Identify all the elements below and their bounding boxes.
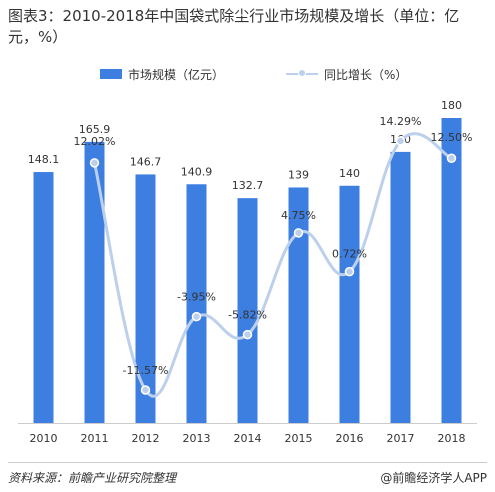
growth-value-label: -5.82% <box>228 309 267 322</box>
x-tick-label: 2017 <box>387 432 415 445</box>
x-tick-label: 2016 <box>336 432 364 445</box>
growth-point-2018 <box>446 153 457 163</box>
bar-2013 <box>186 184 207 423</box>
source-note: 资料来源：前瞻产业研究院整理 <box>8 471 177 485</box>
bar-value-label: 140 <box>339 167 360 180</box>
footer: 资料来源：前瞻产业研究院整理 @前瞻经济学人APP <box>0 462 495 492</box>
combo-chart: 2010 2011 2012 2013 2014 2015 2016 2017 2018 148.… <box>18 99 477 445</box>
growth-point-2014 <box>242 329 253 340</box>
growth-point-2013 <box>191 311 202 322</box>
growth-value-label: 12.50% <box>431 131 473 144</box>
legend-bar-swatch <box>100 69 122 79</box>
x-tick-label: 2015 <box>285 432 313 445</box>
bar-2010 <box>33 172 54 423</box>
growth-value-label: 14.29% <box>380 115 422 128</box>
legend-line-marker <box>298 69 306 77</box>
bar-value-label: 180 <box>441 99 462 112</box>
growth-value-label: 0.72% <box>332 248 367 261</box>
bar-value-label: 165.9 <box>79 123 111 136</box>
chart-title: 图表3：2010-2018年中国袋式除尘行业市场规模及增长（单位：亿元，%） <box>8 7 460 46</box>
bar-2017 <box>390 151 411 423</box>
legend: 市场规模（亿元） 同比增长（%） <box>0 66 495 82</box>
legend-bar-label: 市场规模（亿元） <box>128 68 225 82</box>
bar-2012 <box>135 174 156 423</box>
x-tick-label: 2018 <box>438 432 466 445</box>
legend-line-label: 同比增长（%） <box>324 68 408 82</box>
growth-value-label: 12.02% <box>74 135 116 148</box>
growth-value-label: -3.95% <box>177 291 216 304</box>
x-tick-label: 2012 <box>132 432 160 445</box>
bar-2018 <box>441 118 462 423</box>
x-tick-label: 2011 <box>81 432 109 445</box>
growth-point-2017 <box>395 136 406 146</box>
bar-value-label: 132.7 <box>232 179 264 192</box>
bar-2016 <box>339 185 360 423</box>
x-tick-label: 2014 <box>234 432 262 445</box>
bar-value-label: 146.7 <box>130 155 162 168</box>
growth-point-2012 <box>140 385 151 395</box>
brand-credit: @前瞻经济学人APP <box>380 471 487 485</box>
growth-point-2016 <box>344 266 355 277</box>
growth-point-2011 <box>89 158 100 168</box>
bar-2015 <box>288 187 309 423</box>
bar-2014 <box>237 198 258 423</box>
growth-value-label: 4.75% <box>281 209 316 222</box>
growth-point-2015 <box>293 228 304 238</box>
bar-2011 <box>84 141 105 423</box>
bar-value-label: 148.1 <box>28 153 60 166</box>
bar-value-label: 140.9 <box>181 165 213 178</box>
growth-value-label: -11.57% <box>123 364 169 377</box>
x-tick-label: 2010 <box>30 432 58 445</box>
footer-divider <box>8 462 487 463</box>
bar-value-label: 139 <box>288 168 309 181</box>
x-tick-label: 2013 <box>183 432 211 445</box>
